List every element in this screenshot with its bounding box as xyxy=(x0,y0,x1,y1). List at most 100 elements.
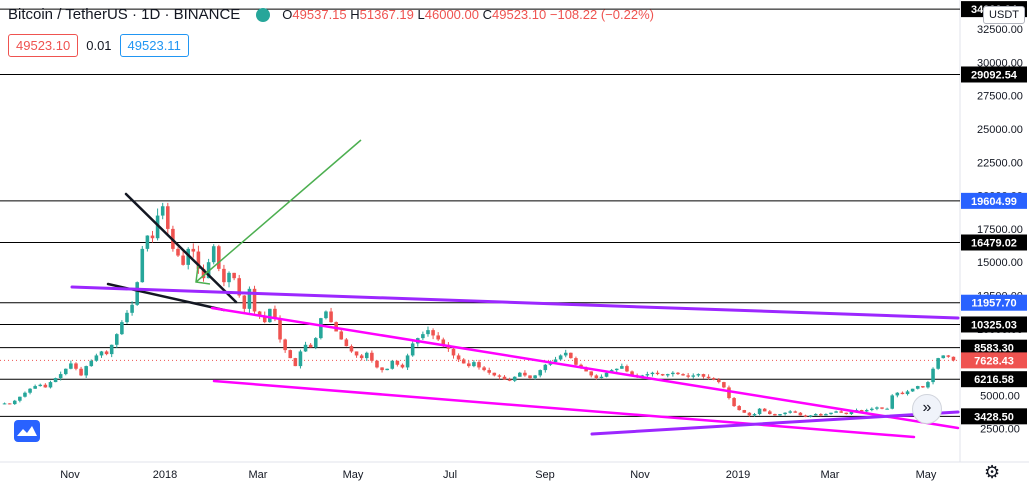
symbol-title[interactable]: Bitcoin / TetherUS · 1D · BINANCE xyxy=(8,6,241,23)
candle-body xyxy=(910,388,915,392)
candle-body xyxy=(436,335,440,340)
candle-body xyxy=(222,268,226,283)
ohlc-high: 51367.19 xyxy=(359,7,414,22)
candle-body xyxy=(681,374,685,376)
candle-body xyxy=(89,360,94,367)
candle-body xyxy=(150,235,155,239)
candle-body xyxy=(614,368,619,371)
candle-body xyxy=(344,339,349,347)
candle-body xyxy=(926,382,930,388)
x-tick-label: 2019 xyxy=(726,469,750,481)
x-tick-label: Nov xyxy=(630,469,650,481)
candle-body xyxy=(410,343,415,356)
x-tick-label: Mar xyxy=(821,469,840,481)
candle-body xyxy=(33,386,37,389)
candle-body xyxy=(390,360,395,369)
candle-body xyxy=(589,371,594,376)
candle-body xyxy=(676,372,680,375)
candle-body xyxy=(58,374,63,379)
candle-body xyxy=(487,370,491,373)
candle-body xyxy=(303,344,308,352)
candle-body xyxy=(671,372,675,375)
y-tick-label: 15000.00 xyxy=(977,257,1023,269)
candle-body xyxy=(502,376,507,380)
y-tick-label: 32500.00 xyxy=(977,24,1023,36)
candle-body xyxy=(130,304,134,313)
level-price-label: 3428.50 xyxy=(974,411,1014,423)
candle-body xyxy=(849,411,854,415)
candle-body xyxy=(844,412,849,415)
candle-body xyxy=(512,376,517,381)
candle-body xyxy=(477,362,481,368)
candle-body xyxy=(252,288,257,312)
candle-body xyxy=(905,391,910,395)
candle-body xyxy=(400,364,405,368)
candle-body xyxy=(660,374,665,376)
candle-body xyxy=(538,370,543,376)
candle-body xyxy=(951,356,956,361)
candle-body xyxy=(94,355,99,361)
candle-body xyxy=(160,206,165,216)
eye-icon[interactable] xyxy=(256,7,271,22)
currency-selector[interactable]: USDT xyxy=(983,6,1025,24)
candle-body xyxy=(324,311,328,319)
candle-body xyxy=(864,410,869,412)
candle-body xyxy=(813,414,818,416)
candle-body xyxy=(99,351,104,356)
candle-body xyxy=(819,414,823,416)
candle-body xyxy=(716,379,721,383)
candle-body xyxy=(467,363,471,367)
candle-body xyxy=(104,351,109,355)
x-tick-label: 2018 xyxy=(153,469,177,481)
candle-body xyxy=(518,372,522,377)
level-price-tag xyxy=(961,294,1027,311)
candle-body xyxy=(885,408,889,410)
level-price-label: 10325.03 xyxy=(971,319,1017,331)
candle-body xyxy=(533,375,537,379)
candle-body xyxy=(722,382,726,388)
level-price-label: 29092.54 xyxy=(971,69,1018,81)
candle-body xyxy=(599,376,604,379)
level-price-label: 8583.30 xyxy=(974,343,1014,355)
candle-body xyxy=(553,359,558,363)
candle-body xyxy=(461,359,466,364)
candle-body xyxy=(257,311,262,316)
ohlc-open: 49537.15 xyxy=(292,7,347,22)
level-price-label: 19604.99 xyxy=(971,196,1017,208)
level-price-tag xyxy=(961,192,1027,209)
candle-body xyxy=(793,411,798,413)
candle-body xyxy=(686,375,690,377)
y-tick-label: 27500.00 xyxy=(977,91,1023,103)
candle-body xyxy=(135,282,139,305)
buy-button[interactable]: 49523.11 xyxy=(119,34,189,57)
candle-body xyxy=(778,414,782,416)
candle-body xyxy=(242,295,247,309)
gear-icon[interactable]: ⚙ xyxy=(984,462,1001,482)
candle-body xyxy=(941,355,946,359)
sell-button[interactable]: 49523.10 xyxy=(8,34,79,57)
candle-body xyxy=(936,358,940,369)
candle-body xyxy=(313,338,318,348)
candle-body xyxy=(405,355,410,368)
candle-body xyxy=(747,412,752,416)
candle-body xyxy=(895,392,900,396)
candle-body xyxy=(691,375,696,377)
scroll-to-realtime-button[interactable]: » xyxy=(912,394,942,424)
candle-body xyxy=(48,382,53,388)
candle-body xyxy=(727,387,731,399)
candle-body xyxy=(262,315,267,323)
candle-body xyxy=(900,392,905,395)
candle-body xyxy=(706,376,711,379)
candle-body xyxy=(354,351,359,356)
tradingview-logo-icon[interactable] xyxy=(14,420,40,442)
candle-body xyxy=(201,268,206,279)
candle-body xyxy=(645,374,650,376)
candle-body xyxy=(12,400,17,405)
candle-body xyxy=(196,251,201,269)
x-tick-label: Mar xyxy=(249,469,268,481)
candle-body xyxy=(115,334,119,345)
candle-body xyxy=(788,411,792,413)
candle-body xyxy=(472,362,476,367)
level-price-label: 11957.70 xyxy=(971,298,1016,310)
